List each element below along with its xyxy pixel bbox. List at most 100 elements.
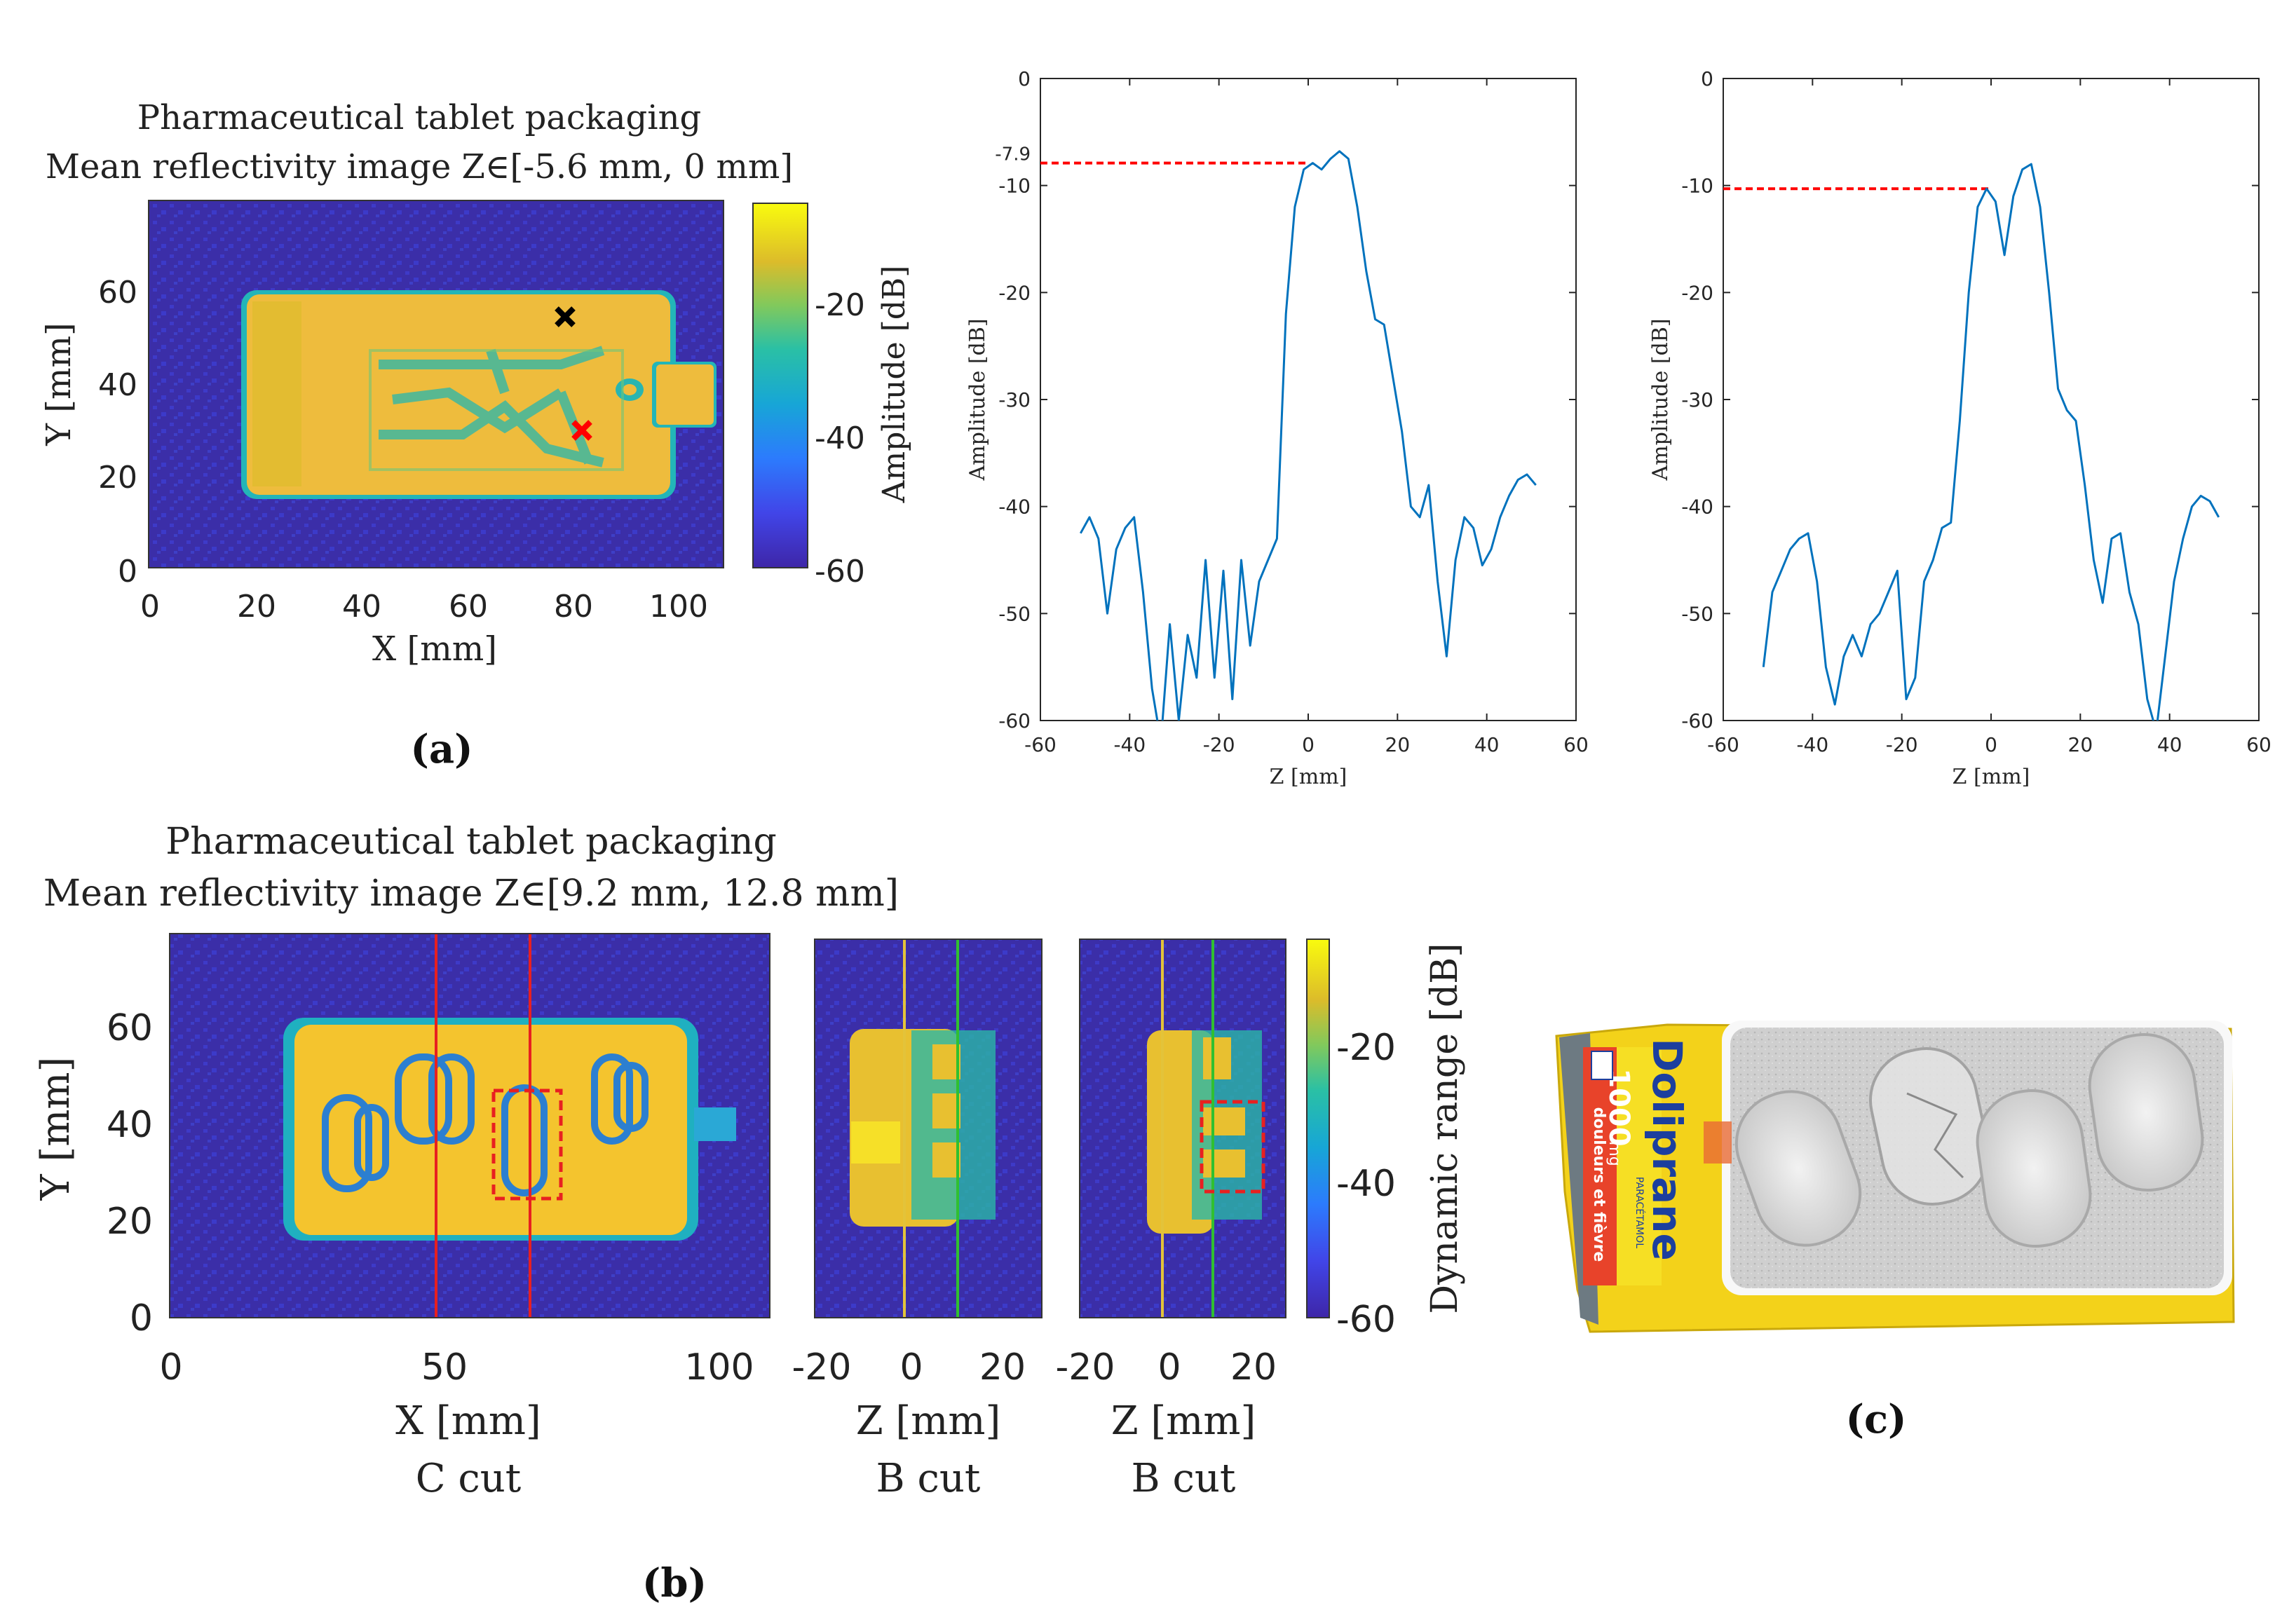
c-cut-xlabel: X [mm] [395,1398,541,1444]
x-tick-label: -40 [1113,733,1146,756]
y-tick-label: 0 [1701,67,1713,90]
colorbar-b-label: Dynamic range [dB] [1424,943,1466,1313]
panel-b-b2-xticks: -20 0 20 [1056,1346,1277,1388]
plot-area [1723,78,2260,721]
colorbar-tick: -60 [815,554,865,589]
box-red-stripe [1583,1047,1617,1285]
tick-label: 0 [1157,1346,1181,1388]
tick-label: 20 [979,1346,1026,1388]
tick-label: 0 [118,554,137,589]
panel-a-colorbar: -20 -40 -60 Amplitude [dB] [752,203,912,589]
tick-label: 60 [98,275,137,311]
colorbar-tick: -40 [1336,1163,1396,1205]
c-cut-roi-box [491,1089,563,1201]
panel-a-title-line2: Mean reflectivity image Z∈[-5.6 mm, 0 mm… [46,147,793,186]
b-cut-1-heatmap [814,939,1043,1318]
tick-label: 0 [140,589,160,625]
series-line [1762,163,2220,721]
c-cut-package [294,1025,687,1235]
heatmap-a-tab [656,364,714,425]
tick-label: 100 [649,589,708,625]
c-cut-heatmap [169,933,770,1318]
plot-area [1040,78,1577,721]
x-axis-label: Z [mm] [1953,765,2030,789]
panel-c-photo: Doliprane 1000 mg douleurs et fièvre PAR… [1555,1021,2235,1442]
x-tick-label: 40 [2157,733,2182,756]
x-tick-label: 0 [1302,733,1315,756]
x-tick-label: -60 [1024,733,1057,756]
black-cross-marker [555,306,576,327]
y-tick-label: -40 [998,496,1031,519]
tick-label: 60 [449,589,488,625]
x-tick-label: 60 [1563,733,1589,756]
panel-a-xlabel: X [mm] [372,629,497,669]
y-tick-label: -20 [998,281,1031,304]
box-subtitle: douleurs et fièvre [1590,1107,1608,1262]
tick-label: 100 [684,1346,754,1388]
y-tick-label: -50 [998,602,1031,625]
colorbar-tick: -20 [1336,1027,1396,1069]
b-cut-2-label: B cut [1132,1456,1236,1501]
b-cut-1-label: B cut [876,1456,981,1501]
tablet-3 [1976,1089,2092,1248]
heatmap-a-internal-structure [379,346,605,468]
box-logo [1591,1051,1613,1080]
y-tick-label: -30 [1681,388,1713,411]
x-tick-label: -20 [1203,733,1235,756]
panel-b-colorbar: -20 -40 -60 Dynamic range [dB] [1306,939,1466,1341]
y-tick-label: -60 [998,709,1031,732]
y-tick-label: 0 [1018,67,1031,90]
colorbar-a-label: Amplitude [dB] [876,266,912,504]
panel-b-title-line2: Mean reflectivity image Z∈[9.2 mm, 12.8 … [43,873,899,915]
y-axis-label: Amplitude [dB] [965,318,990,481]
box-brand: Doliprane [1643,1038,1691,1261]
reference-level-label: -7.9 [995,144,1031,165]
blister-tablets [1734,1032,2204,1248]
panel-b-yticks: 0 20 40 60 [107,1007,153,1339]
tick-label: 50 [421,1346,468,1388]
y-tick-label: -20 [1681,281,1713,304]
colorbar-b-gradient [1306,939,1330,1318]
panel-a-title-line1: Pharmaceutical tablet packaging [137,98,701,137]
red-cross-marker [571,420,592,441]
panel-a-heatmap [148,200,724,568]
x-tick-label: 20 [2068,733,2093,756]
colorbar-tick: -40 [815,421,865,456]
x-tick-label: -20 [1886,733,1918,756]
y-tick-label: -50 [1681,602,1713,625]
panel-b-tag: (b) [642,1560,707,1606]
panel-b-c-xticks: 0 50 100 [159,1346,754,1388]
tick-label: 20 [107,1201,153,1243]
box-unit: mg [1605,1141,1623,1166]
tick-label: 20 [1230,1346,1277,1388]
tick-label: 40 [107,1104,153,1146]
panel-b: Pharmaceutical tablet packaging Mean ref… [33,821,1466,1606]
series-line [1079,150,1537,721]
c-cut-tablets [322,1053,648,1196]
y-tick-label: -60 [1681,709,1713,732]
box-ingredient: PARACÉTAMOL [1634,1177,1645,1248]
panel-a-tag: (a) [410,726,473,772]
tablet-1 [1734,1090,1862,1247]
x-tick-label: 60 [2246,733,2271,756]
tick-label: 0 [159,1346,182,1388]
panel-a-ylabel: Y [mm] [39,322,79,446]
x-tick-label: 0 [1985,733,1997,756]
x-tick-label: -60 [1707,733,1739,756]
x-tick-label: 40 [1474,733,1500,756]
tick-label: 0 [899,1346,923,1388]
y-axis-label: Amplitude [dB] [1648,318,1673,481]
tick-label: -20 [792,1346,852,1388]
tick-label: 60 [107,1007,153,1049]
b-cut-1-xlabel: Z [mm] [856,1398,1001,1444]
tick-label: 20 [237,589,276,625]
c-cut-label: C cut [416,1456,522,1501]
panel-a-yticks: 0 20 40 60 [98,275,137,589]
panel-c-tag: (c) [1845,1396,1906,1442]
panel-b-b1-xticks: -20 0 20 [792,1346,1026,1388]
x-tick-label: 20 [1385,733,1411,756]
tablet-empty-pocket [1868,1047,1990,1206]
tick-label: 40 [342,589,381,625]
y-tick-label: -10 [998,175,1031,198]
